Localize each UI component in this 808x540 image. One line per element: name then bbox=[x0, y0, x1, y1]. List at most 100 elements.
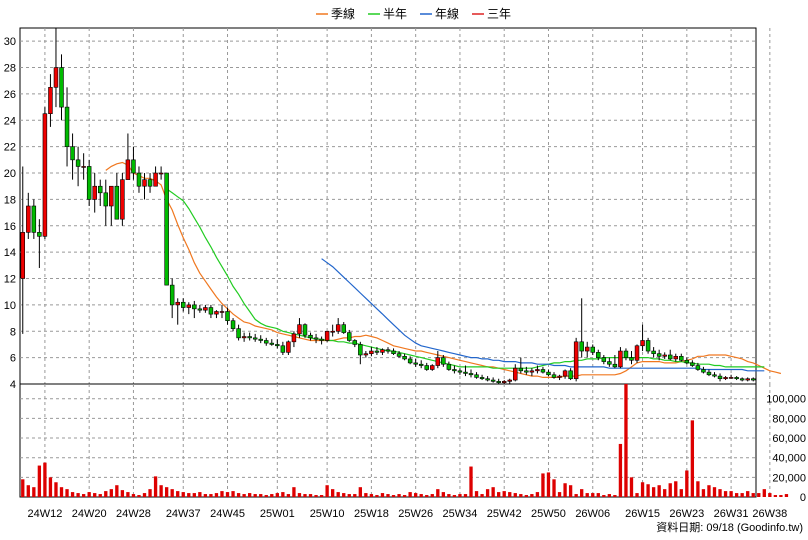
candlestick bbox=[579, 298, 584, 358]
candle-body-up bbox=[48, 87, 53, 115]
volume-bar bbox=[397, 494, 401, 497]
candlestick bbox=[297, 318, 302, 338]
candlestick bbox=[125, 133, 131, 180]
candlestick bbox=[81, 153, 86, 180]
candlestick bbox=[286, 340, 291, 355]
candlestick bbox=[557, 374, 562, 381]
volume-bar bbox=[580, 489, 584, 497]
volume-tick-label: 60,000 bbox=[772, 433, 806, 445]
candlestick bbox=[402, 353, 407, 361]
volume-tick-label: 0 bbox=[800, 492, 806, 504]
candlestick bbox=[479, 374, 485, 381]
volume-bar bbox=[325, 485, 329, 497]
candle-body-up bbox=[297, 324, 302, 335]
volume-bar bbox=[452, 495, 457, 497]
candle-body-up bbox=[142, 179, 147, 187]
candlestick bbox=[324, 330, 330, 342]
candlestick bbox=[551, 372, 557, 379]
volume-tick-label: 100,000 bbox=[766, 394, 806, 406]
candlestick bbox=[629, 351, 634, 365]
candle-body-down bbox=[230, 320, 236, 329]
candle-body-up bbox=[435, 357, 441, 366]
volume-bar bbox=[784, 494, 789, 497]
candlestick bbox=[750, 377, 756, 382]
candlestick bbox=[236, 324, 241, 341]
candlestick bbox=[645, 337, 651, 354]
candle-body-down bbox=[441, 357, 446, 365]
volume-bar bbox=[231, 491, 235, 497]
candlestick bbox=[169, 278, 175, 319]
candlestick bbox=[136, 166, 142, 193]
ma-line-2 bbox=[321, 258, 765, 372]
volume-bar bbox=[242, 494, 246, 497]
volume-bar bbox=[485, 489, 490, 497]
volume-bar bbox=[308, 494, 313, 497]
volume-bar bbox=[26, 485, 30, 497]
candlestick bbox=[701, 366, 706, 374]
candlestick bbox=[695, 362, 701, 371]
candlestick bbox=[452, 365, 457, 374]
candle-body-up bbox=[573, 341, 579, 380]
x-tick-label: 26W38 bbox=[752, 508, 787, 520]
candle-body-down bbox=[75, 159, 81, 167]
candle-body-down bbox=[667, 354, 673, 360]
candlestick bbox=[590, 344, 595, 355]
volume-bar bbox=[458, 494, 462, 497]
candlestick bbox=[70, 133, 75, 180]
candle-body-up bbox=[175, 301, 180, 306]
x-tick-label: 24W45 bbox=[210, 508, 245, 520]
volume-bar bbox=[220, 491, 224, 497]
volume-bar bbox=[563, 483, 567, 497]
volume-bar bbox=[142, 493, 147, 497]
volume-bar bbox=[436, 489, 440, 497]
candlestick bbox=[424, 362, 429, 371]
candle-body-down bbox=[308, 334, 313, 339]
volume-bar bbox=[740, 493, 744, 497]
volume-bar bbox=[635, 493, 639, 497]
volume-bar bbox=[463, 494, 468, 497]
x-tick-label: 24W37 bbox=[166, 508, 201, 520]
candlestick bbox=[164, 172, 169, 286]
candle-body-up bbox=[557, 375, 562, 378]
candle-body-up bbox=[529, 370, 535, 373]
candlestick bbox=[485, 376, 490, 382]
price-tick-label: 4 bbox=[10, 379, 16, 391]
x-axis: 24W12 24W20 24W28 24W37 24W45 25W01 25W10 25W18… bbox=[27, 508, 787, 520]
candle-body-down bbox=[352, 340, 358, 345]
candle-body-down bbox=[651, 350, 656, 354]
candlestick bbox=[374, 347, 380, 355]
candlestick bbox=[607, 357, 612, 367]
candlestick bbox=[679, 353, 684, 362]
candlestick bbox=[142, 173, 147, 200]
candle-body-up bbox=[634, 345, 640, 361]
price-tick-label: 16 bbox=[4, 221, 16, 233]
volume-bar bbox=[574, 494, 578, 497]
candle-body-up bbox=[745, 378, 750, 381]
candle-body-up bbox=[53, 67, 59, 88]
volume-bar bbox=[651, 487, 656, 497]
candle-body-up bbox=[92, 185, 97, 200]
candlestick bbox=[147, 173, 153, 193]
candle-body-down bbox=[147, 179, 153, 187]
candle-body-up bbox=[81, 166, 86, 168]
candlestick bbox=[524, 366, 529, 375]
price-plot-frame bbox=[19, 27, 757, 385]
volume-bar bbox=[441, 492, 445, 497]
candle-body-down bbox=[164, 172, 169, 286]
candlestick bbox=[640, 324, 645, 352]
candlestick bbox=[252, 333, 258, 342]
volume-bar bbox=[76, 493, 80, 497]
legend-label: 季線 bbox=[331, 6, 355, 21]
volume-bar bbox=[21, 479, 25, 497]
price-tick-label: 18 bbox=[4, 194, 16, 206]
candlestick bbox=[109, 185, 114, 226]
volume-bar bbox=[712, 487, 717, 497]
candlestick bbox=[92, 173, 97, 213]
x-tick-label: 24W28 bbox=[116, 508, 151, 520]
price-tick-label: 24 bbox=[4, 115, 16, 127]
candle-body-up bbox=[335, 324, 341, 332]
volume-bar bbox=[497, 492, 501, 497]
candlestick bbox=[496, 378, 501, 384]
volume-bar bbox=[646, 484, 650, 497]
